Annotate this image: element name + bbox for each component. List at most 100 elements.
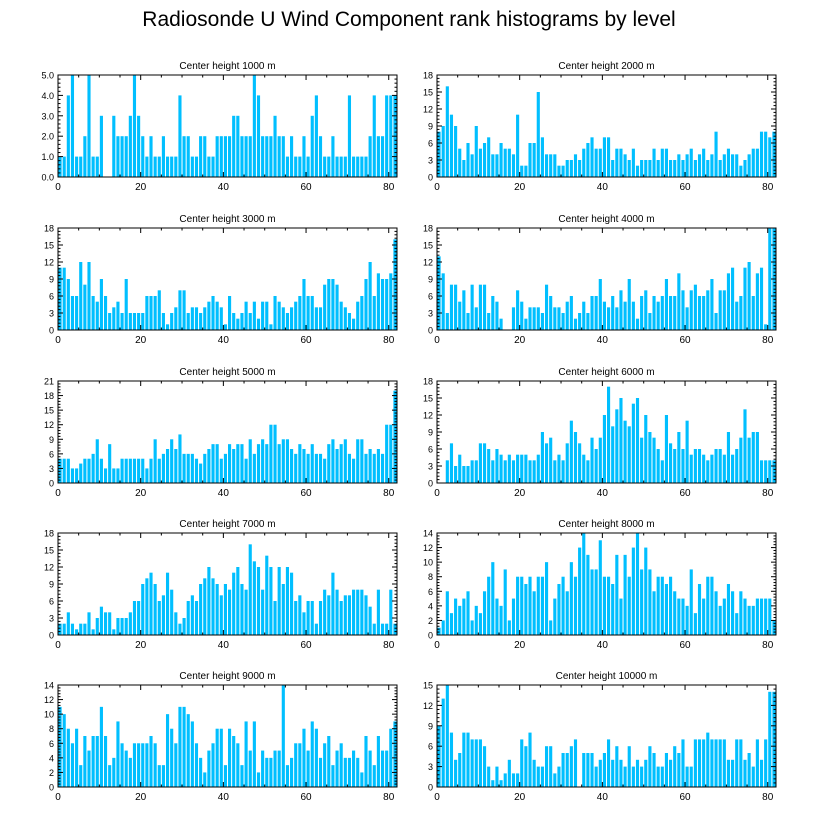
histogram-bar [343,439,347,483]
histogram-bar [331,439,335,483]
histogram-bar [108,313,112,330]
histogram-bar [302,728,306,787]
histogram-bar [565,160,569,177]
histogram-bar [445,460,449,483]
x-tick-label: 40 [218,640,230,651]
histogram-bar [149,296,153,330]
histogram-bar [743,160,747,177]
histogram-bar [631,766,635,787]
histogram-bar [602,137,606,177]
histogram-bar [669,160,673,177]
histogram-bar [561,576,565,635]
histogram-bar [285,313,290,330]
histogram-bar [306,453,310,483]
histogram-bar [652,148,656,177]
histogram-bar [487,313,491,330]
histogram-bar [228,444,232,483]
histogram-bar [474,307,478,330]
x-tick-label: 0 [434,182,440,193]
histogram-bar [569,562,573,635]
histogram-bar [244,136,248,177]
histogram-bar [470,739,474,787]
histogram-bar [714,739,718,787]
histogram-bar [83,458,87,483]
histogram-bar [731,267,735,330]
histogram-bar [203,307,207,330]
histogram-bar [277,567,281,635]
histogram-bar [294,743,298,787]
histogram-bar [743,759,747,787]
histogram-bar [594,449,598,483]
histogram-bar [120,136,124,177]
histogram-bar [75,629,79,635]
histogram-bar [215,136,219,177]
histogram-bar [652,753,656,787]
histogram-bar [615,409,619,483]
histogram-bar [79,156,83,177]
histogram-bar [199,313,203,330]
histogram-bar [327,444,331,483]
x-tick-label: 60 [679,640,691,651]
histogram-bar [627,160,631,177]
plot-frame [57,74,398,178]
histogram-bar [478,148,482,177]
histogram-bar [524,454,528,483]
histogram-bar [544,284,549,330]
histogram-bar [116,618,120,635]
histogram-bar [211,743,215,787]
histogram-bar [252,75,256,177]
y-tick-label: 3 [49,464,54,474]
histogram-bar [153,439,157,483]
histogram-bar [578,313,582,330]
histogram-bar [714,449,718,483]
histogram-bar [310,721,314,787]
y-tick-label: 3 [428,309,433,319]
histogram-bar [615,307,619,330]
histogram-bar [236,743,240,787]
histogram-bar [731,759,735,787]
histogram-bar [735,301,739,330]
x-tick-label: 60 [300,640,312,651]
histogram-bar [689,454,693,483]
histogram-bar [631,403,635,483]
histogram-bar [759,267,764,330]
histogram-bar [772,620,776,635]
histogram-bar [669,759,673,787]
histogram-bar [124,750,128,787]
histogram-bar [681,598,685,635]
x-tick-label: 80 [383,335,395,346]
histogram-bar [219,307,223,330]
histogram-bar [544,746,549,787]
histogram-bar [619,148,623,177]
histogram-bar [743,409,747,483]
y-tick-label: 2 [49,768,54,778]
histogram-bar [347,453,352,483]
histogram-bar [145,156,149,177]
histogram-bar [314,307,318,330]
histogram-bar [660,766,664,787]
histogram-bar [128,757,132,787]
histogram-bar [706,460,710,483]
histogram-bar [507,454,511,483]
histogram-bar [368,136,372,177]
histogram-bar [306,296,310,330]
histogram-bar [474,739,478,787]
histogram-bar [211,578,215,635]
histogram-bar [318,307,323,330]
histogram-bar [648,746,652,787]
histogram-bar [273,115,277,177]
histogram-bar [385,750,389,787]
histogram-bar [335,449,339,483]
histogram-bar [445,685,449,787]
histogram-bar [739,739,743,787]
histogram-bar [347,757,352,787]
histogram-bar [153,584,157,635]
x-tick-label: 60 [300,792,312,803]
histogram-bar [170,313,174,330]
histogram-bar [190,453,194,483]
x-tick-label: 40 [218,182,230,193]
histogram-bar [540,766,544,787]
histogram-panel-10: Center height 10000 m 0 20 40 60 80 0 3 6 9 12 15 [423,671,777,803]
histogram-bar [376,449,380,483]
histogram-bar [759,598,764,635]
